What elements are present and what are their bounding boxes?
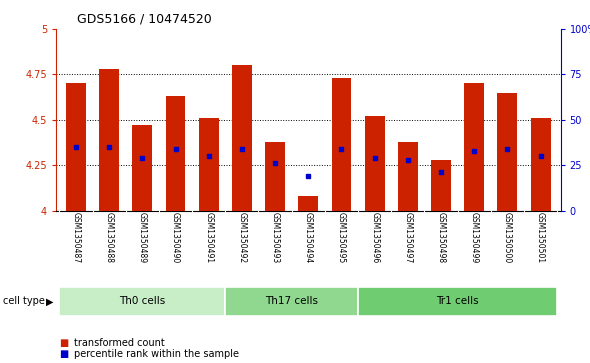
Text: GSM1350495: GSM1350495 [337,212,346,263]
Bar [365,116,385,211]
Bar [530,118,550,211]
Bar [99,69,119,211]
Text: transformed count: transformed count [74,338,165,348]
Bar [332,78,352,211]
Text: GSM1350490: GSM1350490 [171,212,180,263]
Text: GSM1350498: GSM1350498 [437,212,445,263]
Text: GSM1350499: GSM1350499 [470,212,478,263]
Text: ■: ■ [59,338,68,348]
Text: ■: ■ [59,349,68,359]
Bar [66,83,86,211]
Bar [225,287,358,316]
Text: percentile rank within the sample: percentile rank within the sample [74,349,239,359]
Text: GSM1350497: GSM1350497 [404,212,412,263]
Text: GSM1350492: GSM1350492 [237,212,247,263]
Bar [132,125,152,211]
Text: Tr1 cells: Tr1 cells [437,296,479,306]
Text: GSM1350487: GSM1350487 [71,212,80,263]
Bar [398,142,418,211]
Text: Th0 cells: Th0 cells [119,296,165,306]
Bar [497,93,517,211]
Bar [265,142,285,211]
Bar [232,65,252,211]
Bar [299,196,318,211]
Text: ▶: ▶ [46,296,54,306]
Bar [60,287,225,316]
Bar [199,118,219,211]
Text: GSM1350501: GSM1350501 [536,212,545,263]
Text: GSM1350493: GSM1350493 [271,212,280,263]
Bar [464,83,484,211]
Text: GSM1350494: GSM1350494 [304,212,313,263]
Text: GSM1350488: GSM1350488 [104,212,114,263]
Text: GSM1350491: GSM1350491 [204,212,213,263]
Text: GDS5166 / 10474520: GDS5166 / 10474520 [77,13,211,26]
Text: cell type: cell type [3,296,45,306]
Text: GSM1350500: GSM1350500 [503,212,512,263]
Bar [431,160,451,211]
Bar [166,96,185,211]
Text: Th17 cells: Th17 cells [265,296,318,306]
Bar [358,287,557,316]
Text: GSM1350489: GSM1350489 [138,212,147,263]
Text: GSM1350496: GSM1350496 [370,212,379,263]
